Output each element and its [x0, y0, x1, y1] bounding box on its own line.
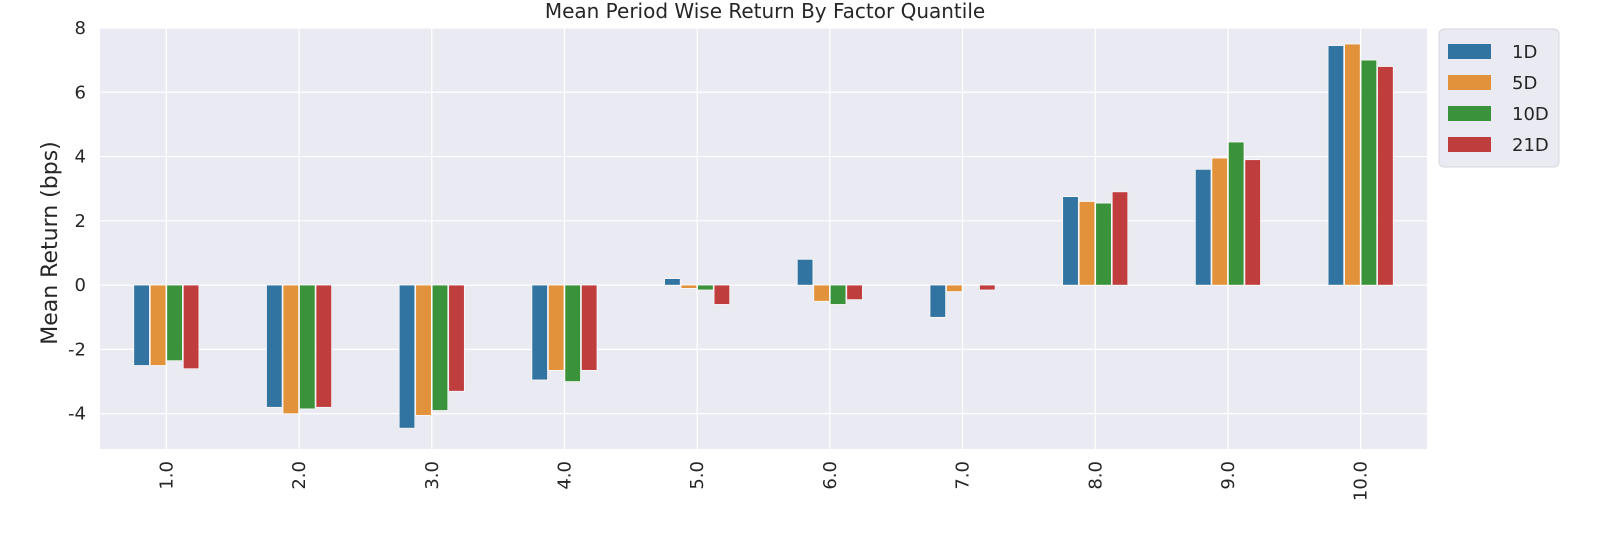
bar-5D-9.0 [1211, 157, 1228, 286]
bar-1D-3.0 [398, 284, 416, 429]
x-tick-label: 3.0 [422, 461, 443, 490]
bar-5D-2.0 [282, 284, 299, 414]
bar-21D-5.0 [713, 284, 730, 305]
bar-10D-9.0 [1228, 141, 1245, 286]
y-tick-label: 0 [75, 275, 86, 296]
legend-label: 1D [1512, 42, 1537, 63]
bar-10D-3.0 [431, 284, 449, 411]
bar-10D-4.0 [564, 284, 581, 382]
bar-10D-2.0 [299, 284, 316, 410]
bar-5D-1.0 [150, 284, 167, 366]
legend-swatch-10D [1448, 106, 1491, 121]
y-tick-label: 2 [75, 211, 86, 232]
legend-label: 21D [1512, 135, 1549, 156]
legend-swatch-5D [1448, 75, 1491, 90]
x-tick-label: 5.0 [687, 461, 708, 490]
y-tick-label: -2 [68, 339, 86, 360]
bar-1D-6.0 [797, 259, 814, 286]
bar-21D-6.0 [846, 284, 863, 300]
bar-1D-2.0 [266, 284, 283, 408]
bar-21D-3.0 [448, 284, 465, 392]
bar-21D-7.0 [979, 284, 996, 291]
bar-5D-7.0 [946, 284, 963, 292]
legend-label: 10D [1512, 104, 1549, 125]
bar-5D-4.0 [548, 284, 565, 371]
bar-5D-6.0 [813, 284, 830, 302]
bar-10D-1.0 [166, 284, 183, 361]
bar-10D-5.0 [697, 284, 714, 291]
bar-21D-10.0 [1377, 66, 1394, 286]
bar-10D-10.0 [1360, 59, 1377, 286]
x-tick-label: 6.0 [820, 461, 841, 490]
y-axis-ticks: 8 6 4 2 0 -2 -4 [68, 18, 86, 425]
legend-box [1438, 28, 1560, 168]
x-tick-label: 8.0 [1085, 461, 1106, 490]
chart-title: Mean Period Wise Return By Factor Quanti… [545, 0, 985, 23]
bar-5D-3.0 [415, 284, 432, 416]
bar-21D-2.0 [315, 284, 332, 408]
y-tick-label: 4 [75, 147, 86, 168]
bar-5D-5.0 [680, 284, 697, 289]
legend-swatch-21D [1448, 137, 1491, 152]
y-tick-label: 8 [75, 18, 86, 39]
x-tick-label: 7.0 [953, 461, 974, 490]
bars-group [133, 43, 1394, 429]
bar-1D-8.0 [1062, 196, 1079, 286]
bar-1D-7.0 [929, 284, 946, 318]
y-axis-label: Mean Return (bps) [38, 141, 63, 345]
y-tick-label: -4 [68, 404, 86, 425]
bar-1D-9.0 [1195, 169, 1212, 286]
x-tick-label: 9.0 [1218, 461, 1239, 490]
x-tick-label: 4.0 [554, 461, 575, 490]
legend: 1D 5D 10D 21D [1438, 28, 1560, 168]
bar-10D-6.0 [830, 284, 847, 305]
legend-swatch-1D [1448, 44, 1491, 59]
bar-21D-9.0 [1244, 159, 1261, 286]
bar-21D-4.0 [581, 284, 598, 371]
bar-5D-10.0 [1344, 43, 1361, 286]
grid-lines [100, 27, 1427, 449]
bar-1D-4.0 [531, 284, 548, 381]
bar-21D-8.0 [1111, 191, 1129, 286]
bar-5D-8.0 [1078, 201, 1096, 286]
x-tick-label: 2.0 [289, 461, 310, 490]
x-axis-ticks: 1.0 2.0 3.0 4.0 5.0 6.0 7.0 8.0 9.0 10.0 [156, 461, 1371, 501]
bar-1D-5.0 [664, 278, 681, 286]
bar-21D-1.0 [183, 284, 200, 369]
x-tick-label: 10.0 [1351, 461, 1372, 501]
bar-1D-10.0 [1327, 45, 1344, 286]
x-tick-label: 1.0 [156, 461, 177, 490]
bar-1D-1.0 [133, 284, 150, 366]
legend-label: 5D [1512, 73, 1537, 94]
bar-10D-8.0 [1095, 202, 1112, 286]
y-tick-label: 6 [75, 82, 86, 103]
